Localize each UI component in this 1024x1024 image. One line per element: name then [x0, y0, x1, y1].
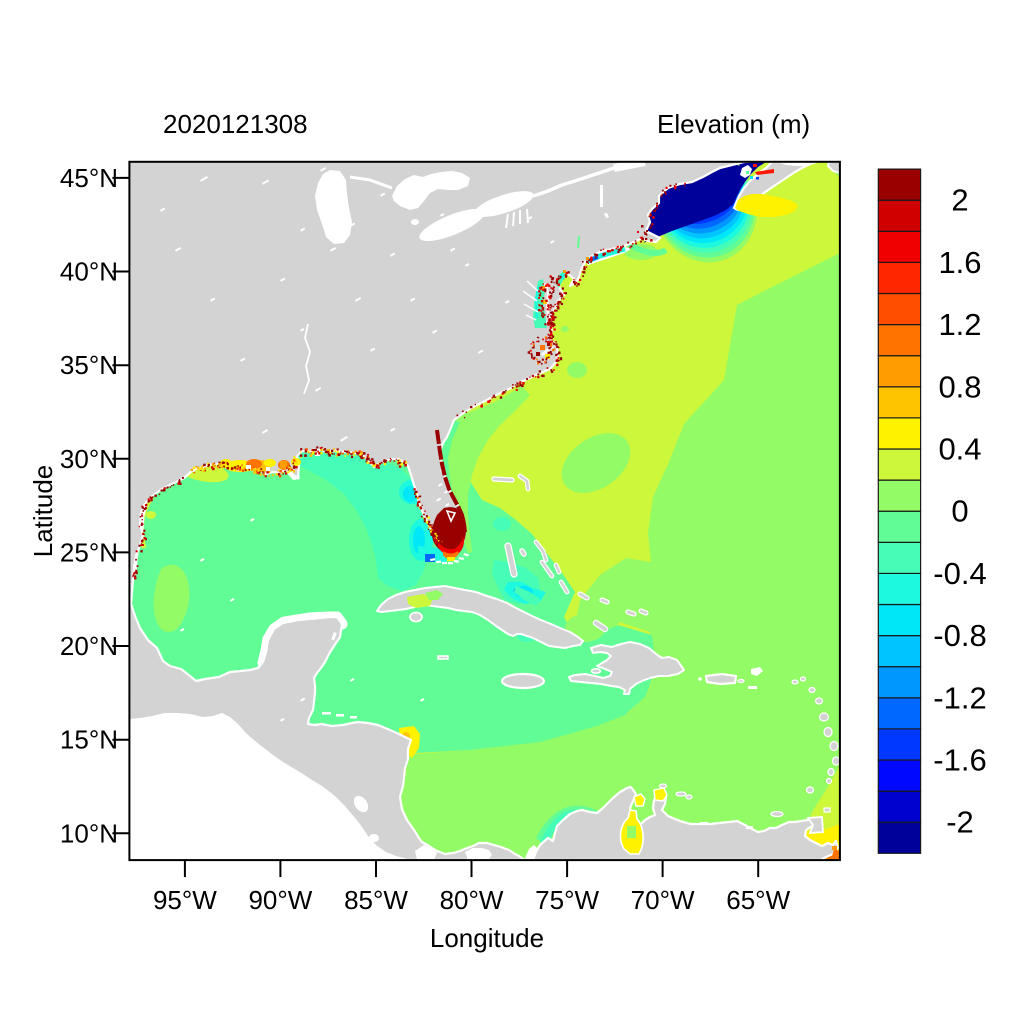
- svg-text:80°W: 80°W: [440, 885, 504, 915]
- svg-text:10°N: 10°N: [60, 818, 118, 848]
- svg-text:0: 0: [951, 494, 968, 529]
- svg-text:2: 2: [951, 183, 968, 218]
- svg-text:65°W: 65°W: [726, 885, 790, 915]
- svg-text:30°N: 30°N: [60, 444, 118, 474]
- svg-text:90°W: 90°W: [248, 885, 312, 915]
- svg-text:95°W: 95°W: [153, 885, 217, 915]
- svg-text:40°N: 40°N: [60, 257, 118, 287]
- svg-text:Latitude: Latitude: [28, 465, 58, 558]
- svg-text:-1.2: -1.2: [933, 680, 986, 715]
- svg-text:-0.4: -0.4: [933, 556, 986, 591]
- svg-text:Elevation (m): Elevation (m): [657, 109, 810, 139]
- svg-text:20°N: 20°N: [60, 631, 118, 661]
- svg-text:-2: -2: [946, 805, 974, 840]
- svg-text:Longitude: Longitude: [430, 923, 544, 953]
- svg-text:1.6: 1.6: [938, 245, 981, 280]
- svg-text:0.4: 0.4: [938, 432, 981, 467]
- svg-text:1.2: 1.2: [938, 307, 981, 342]
- svg-text:85°W: 85°W: [344, 885, 408, 915]
- svg-text:-1.6: -1.6: [933, 743, 986, 778]
- svg-text:15°N: 15°N: [60, 725, 118, 755]
- svg-text:25°N: 25°N: [60, 537, 118, 567]
- svg-text:2020121308: 2020121308: [163, 109, 308, 139]
- svg-text:75°W: 75°W: [535, 885, 599, 915]
- svg-text:35°N: 35°N: [60, 350, 118, 380]
- svg-text:0.8: 0.8: [938, 369, 981, 404]
- svg-text:45°N: 45°N: [60, 163, 118, 193]
- svg-text:-0.8: -0.8: [933, 618, 986, 653]
- svg-text:70°W: 70°W: [631, 885, 695, 915]
